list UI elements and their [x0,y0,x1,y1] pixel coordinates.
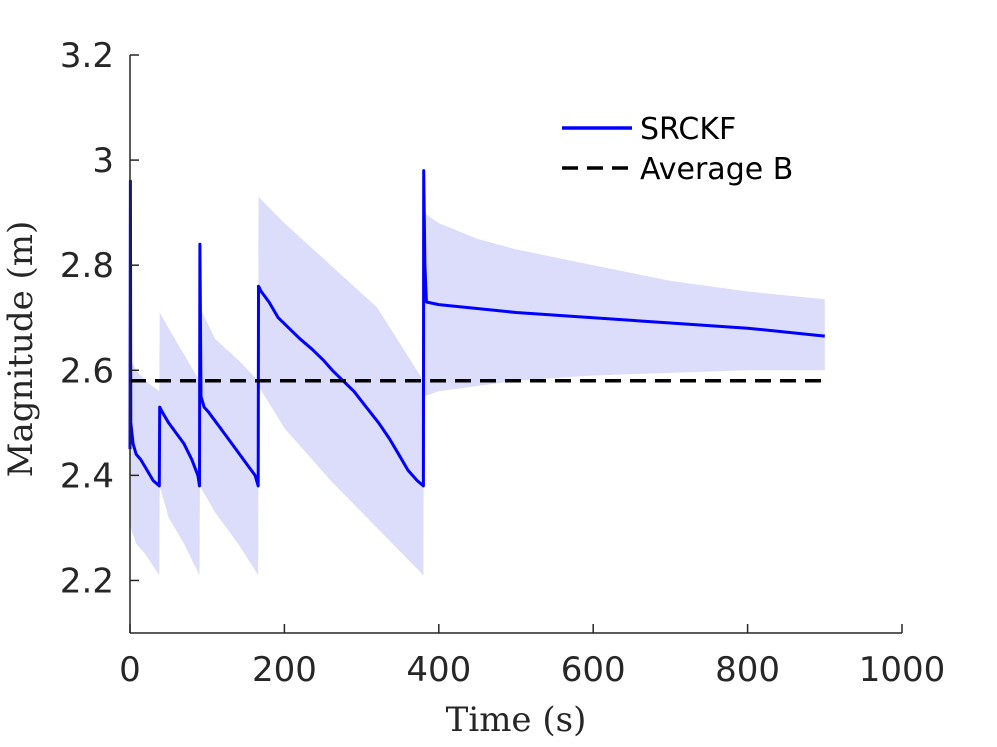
uncertainty-band-layer [130,196,825,576]
x-axis-label: Time (s) [446,700,587,740]
series-layer [128,169,825,488]
y-tick-label: 2.2 [60,561,114,601]
legend-label-srckf: SRCKF [640,112,736,147]
x-tick-label: 800 [715,650,780,690]
y-tick-label: 3 [92,141,114,181]
x-tick-label: 200 [252,650,317,690]
y-tick-label: 2.4 [60,456,114,496]
ticks: 0 200 400 600 800 1000 2.2 2.4 2.6 2.8 3 3.2 [60,36,945,690]
legend-label-average-b: Average B [640,152,793,187]
x-tick-label: 400 [406,650,471,690]
uncertainty-band [130,196,825,576]
x-tick-label: 1000 [859,650,946,690]
y-axis-label: Magnitude (m) [1,221,41,478]
legend: SRCKF Average B [562,112,793,187]
series-line-srckf [128,169,825,488]
y-tick-label: 2.6 [60,351,114,391]
x-tick-label: 600 [561,650,626,690]
axes [129,55,902,634]
y-tick-label: 2.8 [60,246,114,286]
x-tick-label: 0 [119,650,141,690]
y-tick-label: 3.2 [60,36,114,76]
